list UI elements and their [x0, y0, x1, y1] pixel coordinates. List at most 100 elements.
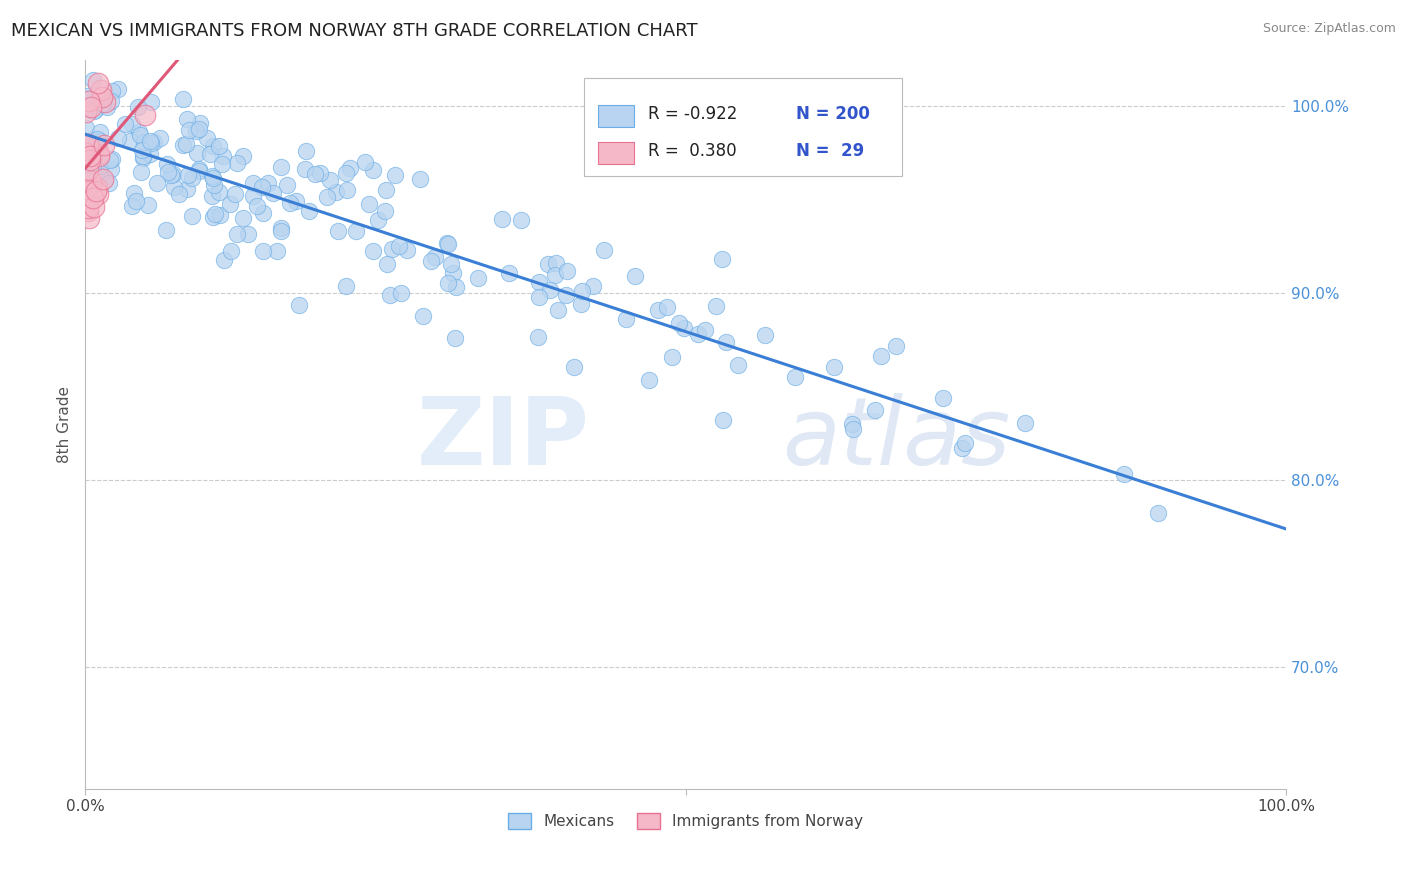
Point	[262, 186, 284, 200]
Point	[176, 182, 198, 196]
Point	[86, 181, 108, 195]
Point	[90, 90, 112, 104]
Point	[132, 136, 155, 150]
Point	[209, 207, 232, 221]
Point	[863, 403, 886, 417]
Point	[557, 264, 579, 278]
Point	[127, 100, 149, 114]
Point	[527, 290, 550, 304]
Point	[76, 201, 98, 215]
Point	[754, 327, 776, 342]
Point	[90, 83, 112, 97]
Point	[107, 131, 129, 145]
Point	[134, 108, 156, 122]
Point	[412, 309, 434, 323]
Point	[510, 213, 533, 227]
Point	[114, 117, 136, 131]
Point	[181, 209, 204, 223]
Point	[384, 168, 406, 182]
Point	[77, 94, 100, 108]
Point	[242, 176, 264, 190]
Point	[131, 143, 153, 157]
Text: R =  0.380: R = 0.380	[648, 143, 737, 161]
Point	[169, 186, 191, 201]
Point	[94, 95, 117, 109]
FancyBboxPatch shape	[598, 104, 634, 127]
Point	[582, 279, 605, 293]
Point	[188, 116, 211, 130]
Point	[297, 203, 319, 218]
Point	[219, 244, 242, 258]
Point	[91, 172, 114, 186]
Point	[80, 100, 103, 114]
Point	[256, 176, 278, 190]
Point	[378, 287, 401, 301]
Point	[538, 283, 561, 297]
Point	[79, 103, 101, 118]
Point	[202, 178, 225, 193]
Point	[562, 360, 585, 375]
Point	[950, 441, 973, 455]
Point	[226, 227, 249, 241]
Point	[87, 186, 110, 201]
Point	[339, 161, 361, 175]
Point	[107, 81, 129, 95]
Point	[188, 121, 211, 136]
Point	[184, 123, 207, 137]
Point	[294, 162, 316, 177]
Point	[201, 188, 224, 202]
Point	[361, 162, 384, 177]
Text: N =  29: N = 29	[796, 143, 865, 161]
Point	[1146, 506, 1168, 520]
Point	[201, 170, 224, 185]
Point	[236, 227, 259, 242]
Text: Source: ZipAtlas.com: Source: ZipAtlas.com	[1263, 22, 1396, 36]
Point	[124, 186, 146, 200]
Point	[208, 139, 231, 153]
Point	[101, 152, 124, 166]
Point	[437, 236, 460, 251]
Point	[325, 185, 347, 199]
Point	[82, 73, 104, 87]
Point	[139, 134, 162, 148]
Point	[204, 207, 226, 221]
Point	[75, 121, 97, 136]
Point	[554, 287, 576, 301]
Point	[443, 331, 465, 345]
Point	[89, 134, 111, 148]
Point	[160, 168, 183, 182]
Point	[132, 151, 155, 165]
Point	[544, 255, 567, 269]
Point	[326, 224, 349, 238]
Point	[89, 125, 111, 139]
Point	[359, 197, 381, 211]
Point	[87, 76, 110, 90]
Point	[75, 182, 97, 196]
Point	[141, 95, 163, 109]
Point	[100, 161, 122, 176]
Point	[714, 334, 737, 349]
Point	[129, 128, 152, 143]
Point	[163, 180, 186, 194]
Point	[76, 185, 98, 199]
Point	[278, 196, 301, 211]
Point	[711, 252, 734, 266]
Point	[195, 130, 218, 145]
Point	[785, 369, 807, 384]
Point	[89, 169, 111, 184]
Point	[396, 243, 419, 257]
Point	[655, 300, 678, 314]
Point	[380, 242, 402, 256]
Point	[121, 199, 143, 213]
Point	[128, 125, 150, 139]
Point	[87, 147, 110, 161]
Point	[93, 173, 115, 187]
Point	[727, 359, 749, 373]
Point	[82, 190, 104, 204]
Point	[176, 112, 198, 126]
Point	[527, 275, 550, 289]
Point	[125, 194, 148, 209]
Point	[83, 103, 105, 118]
Point	[93, 137, 115, 152]
Point	[201, 169, 224, 184]
